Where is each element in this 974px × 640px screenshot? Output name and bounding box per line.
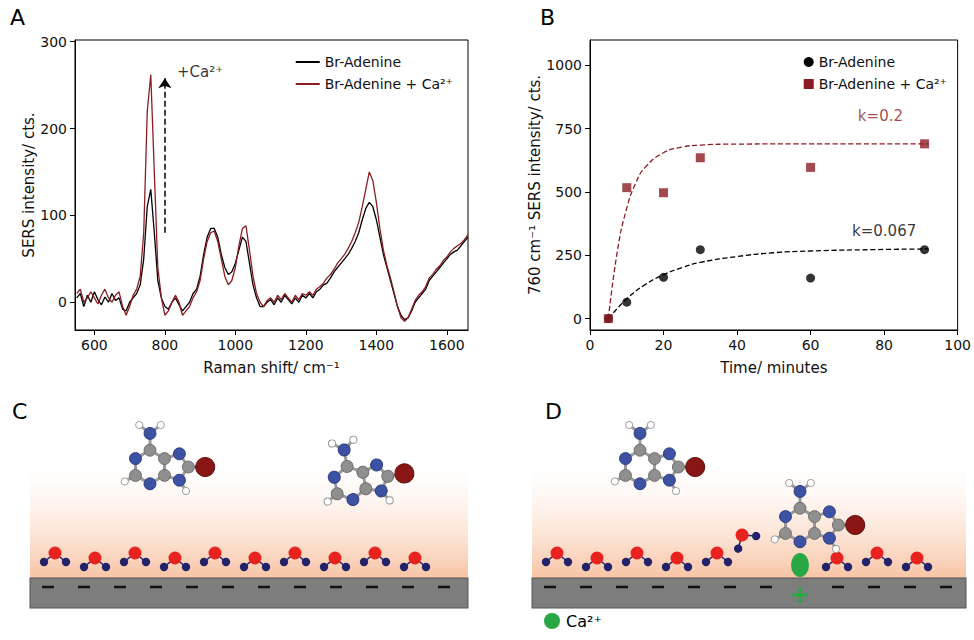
svg-text:600: 600	[81, 337, 108, 353]
svg-text:60: 60	[802, 337, 820, 353]
svg-text:300: 300	[40, 34, 67, 50]
svg-text:Raman shift/ cm⁻¹: Raman shift/ cm⁻¹	[203, 359, 339, 377]
svg-text:80: 80	[875, 337, 893, 353]
svg-text:20: 20	[655, 337, 673, 353]
svg-text:760 cm⁻¹ SERS intensity/ cts.: 760 cm⁻¹ SERS intensity/ cts.	[526, 75, 544, 295]
svg-text:Br-Adenine + Ca²⁺: Br-Adenine + Ca²⁺	[819, 76, 947, 92]
svg-text:Time/ minutes: Time/ minutes	[719, 359, 827, 377]
svg-text:+Ca²⁺: +Ca²⁺	[177, 63, 223, 81]
svg-text:500: 500	[555, 184, 582, 200]
svg-text:1200: 1200	[288, 337, 324, 353]
svg-text:1600: 1600	[429, 337, 465, 353]
svg-text:Br-Adenine + Ca²⁺: Br-Adenine + Ca²⁺	[325, 76, 453, 92]
svg-text:250: 250	[555, 247, 582, 263]
svg-text:A: A	[10, 5, 25, 30]
svg-text:k=0.2: k=0.2	[858, 107, 903, 125]
svg-text:40: 40	[728, 337, 746, 353]
svg-text:1000: 1000	[218, 337, 254, 353]
svg-text:Br-Adenine: Br-Adenine	[819, 54, 895, 70]
svg-text:0: 0	[573, 311, 582, 327]
svg-text:C: C	[12, 399, 27, 424]
svg-text:1400: 1400	[359, 337, 395, 353]
svg-text:200: 200	[40, 121, 67, 137]
svg-text:B: B	[540, 5, 555, 30]
svg-text:750: 750	[555, 121, 582, 137]
svg-text:1000: 1000	[546, 57, 582, 73]
svg-text:800: 800	[152, 337, 179, 353]
svg-text:100: 100	[40, 207, 67, 223]
svg-text:0: 0	[586, 337, 595, 353]
svg-text:100: 100	[944, 337, 971, 353]
svg-text:k=0.067: k=0.067	[852, 222, 916, 240]
svg-text:Br-Adenine: Br-Adenine	[325, 54, 401, 70]
svg-text:SERS intensity/ cts.: SERS intensity/ cts.	[20, 112, 38, 257]
svg-text:D: D	[545, 399, 562, 424]
svg-text:0: 0	[58, 294, 67, 310]
svg-text:Ca²⁺: Ca²⁺	[566, 612, 602, 631]
